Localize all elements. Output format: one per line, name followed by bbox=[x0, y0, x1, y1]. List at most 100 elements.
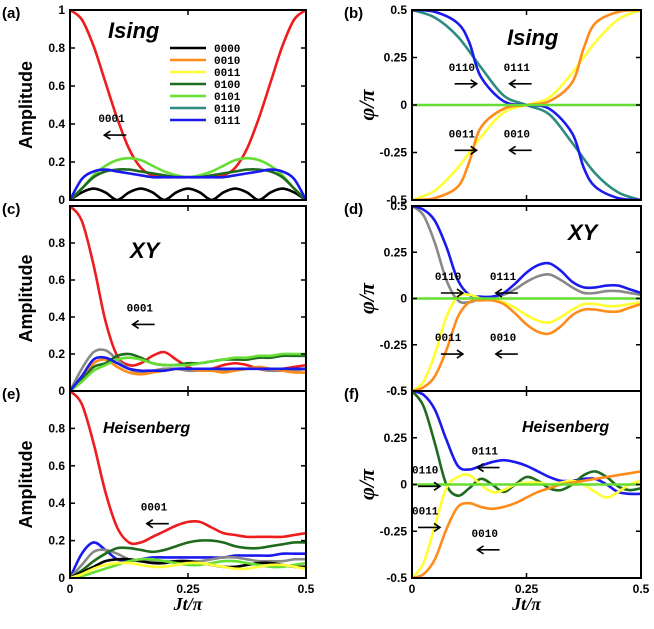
series-line-0010 bbox=[412, 470, 641, 578]
y-tick-label: 0 bbox=[400, 98, 407, 112]
panel-label: (f) bbox=[344, 386, 359, 403]
y-tick-label: 0.8 bbox=[48, 236, 65, 250]
y-tick-label: 1 bbox=[58, 3, 65, 17]
y-tick-label: 0.2 bbox=[48, 155, 65, 169]
legend-label: 0000 bbox=[214, 44, 240, 56]
series-line-0110 bbox=[412, 206, 641, 305]
annotation-label: 0010 bbox=[490, 333, 516, 345]
y-tick-label: 0 bbox=[58, 193, 65, 207]
series-group bbox=[70, 391, 306, 578]
chart-title: Heisenberg bbox=[522, 419, 609, 436]
series-line-0111 bbox=[70, 168, 306, 200]
series-line-0011 bbox=[412, 473, 641, 578]
legend-label: 0111 bbox=[214, 116, 241, 128]
y-tick-label: 0.6 bbox=[48, 273, 65, 287]
series-line-0000 bbox=[70, 187, 306, 200]
series-line-0011 bbox=[70, 561, 306, 578]
series-line-0001 bbox=[70, 10, 306, 179]
y-tick-label: -0.25 bbox=[380, 338, 408, 352]
panel-label: (b) bbox=[344, 5, 363, 22]
chart-title: Heisenberg bbox=[103, 420, 190, 437]
y-tick-label: 0 bbox=[400, 292, 407, 306]
panel-b: -0.5 -0.25 0 0.25 0.5 (b) φ/π Ising 0110 0111 0011… bbox=[344, 3, 642, 207]
panel-c: 0 0.2 0.4 0.6 0.8 (c) Amplitude XY 0001 bbox=[2, 201, 307, 398]
arrow-left-icon-head bbox=[508, 79, 517, 89]
y-axis-label: φ/π bbox=[354, 468, 379, 500]
y-tick-label: -0.25 bbox=[380, 146, 408, 160]
panel-f: 0 0.25 0.5-0.5-0.2500.250.5(f)φ/πJt/πHeise… bbox=[344, 384, 650, 614]
series-line-0111 bbox=[412, 391, 641, 496]
annotation-label: 0011 bbox=[435, 333, 462, 345]
y-tick-label: 0 bbox=[58, 384, 65, 398]
arrow-right-icon-head bbox=[433, 522, 442, 533]
arrow-left-icon-head bbox=[494, 288, 503, 298]
annotation-label: 0110 bbox=[449, 63, 475, 75]
y-tick-label: 0.4 bbox=[48, 117, 65, 131]
y-tick-label: 0.5 bbox=[390, 3, 407, 17]
series-line-0100 bbox=[70, 352, 306, 391]
annotation-label: 0110 bbox=[435, 272, 461, 284]
panel-d: -0.5 -0.25 0 0.25 0.5 (d) φ/π XY 0110 0111 0011 001… bbox=[344, 199, 642, 398]
y-tick-label: 0.5 bbox=[390, 384, 407, 398]
legend-label: 0011 bbox=[214, 68, 241, 80]
y-tick-label: 0.5 bbox=[390, 199, 407, 213]
annotation-label: 0001 bbox=[98, 114, 125, 126]
annotation-label: 0011 bbox=[449, 129, 476, 141]
series-line-0101 bbox=[70, 352, 306, 391]
y-tick-label: 0.2 bbox=[48, 347, 65, 361]
panel-label: (e) bbox=[2, 386, 20, 403]
y-tick-label: 0 bbox=[400, 478, 407, 492]
arrow-right-icon-head bbox=[456, 349, 465, 359]
y-axis-label: φ/π bbox=[354, 282, 379, 314]
arrow-left-icon-head bbox=[508, 145, 517, 155]
panel-label: (d) bbox=[344, 201, 363, 218]
y-tick-label: 0 bbox=[58, 571, 65, 585]
arrow-right-icon-head bbox=[470, 79, 479, 89]
x-axis-label: Jt/π bbox=[173, 594, 204, 614]
arrow-right-icon-head bbox=[433, 481, 442, 491]
arrow-left-icon-head bbox=[494, 349, 503, 359]
series-line-0011 bbox=[412, 292, 641, 391]
y-axis-label: Amplitude bbox=[16, 61, 36, 149]
annotation-label: 0011 bbox=[412, 506, 439, 518]
legend-label: 0010 bbox=[214, 56, 240, 68]
y-tick-label: 0.4 bbox=[48, 310, 65, 324]
arrow-left-icon-head bbox=[476, 545, 484, 555]
series-group bbox=[70, 206, 306, 391]
series-group bbox=[412, 206, 641, 391]
arrow-right-icon-head bbox=[470, 145, 479, 155]
arrow-left-icon-head bbox=[476, 462, 484, 473]
chart-title: XY bbox=[128, 238, 162, 263]
legend-label: 0100 bbox=[214, 80, 240, 92]
y-tick-label: 0.6 bbox=[48, 79, 65, 93]
annotation-label: 0001 bbox=[127, 303, 154, 315]
arrow-right-icon-head bbox=[456, 288, 465, 298]
series-line-0001 bbox=[70, 391, 306, 546]
y-tick-label: 0.6 bbox=[48, 459, 65, 473]
annotation-label: 0010 bbox=[504, 129, 530, 141]
y-tick-label: -0.5 bbox=[386, 193, 407, 207]
series-line-0111 bbox=[70, 355, 306, 391]
x-axis-label: Jt/π bbox=[511, 594, 542, 614]
y-axis-label: Amplitude bbox=[16, 255, 36, 343]
series-line-0111 bbox=[412, 206, 641, 299]
y-tick-label: 0.25 bbox=[384, 245, 408, 259]
chart-title: Ising bbox=[507, 25, 559, 50]
y-axis-label: Amplitude bbox=[16, 441, 36, 529]
legend-label: 0110 bbox=[214, 104, 240, 116]
series-line-0000 bbox=[70, 348, 306, 391]
panel-label: (a) bbox=[2, 5, 20, 22]
chart-title: Ising bbox=[108, 18, 160, 43]
arrow-left-icon-head bbox=[145, 519, 154, 529]
y-tick-label: -0.5 bbox=[386, 384, 407, 398]
y-tick-label: 0.8 bbox=[48, 41, 65, 55]
y-tick-label: 0.25 bbox=[384, 51, 408, 65]
series-line-0100 bbox=[412, 391, 641, 498]
x-tick-label: 0.25 bbox=[515, 582, 539, 596]
series-group bbox=[70, 10, 306, 200]
series-line-0000 bbox=[70, 557, 306, 578]
y-axis-label: φ/π bbox=[354, 89, 379, 121]
x-tick-label: 0 bbox=[409, 582, 416, 596]
